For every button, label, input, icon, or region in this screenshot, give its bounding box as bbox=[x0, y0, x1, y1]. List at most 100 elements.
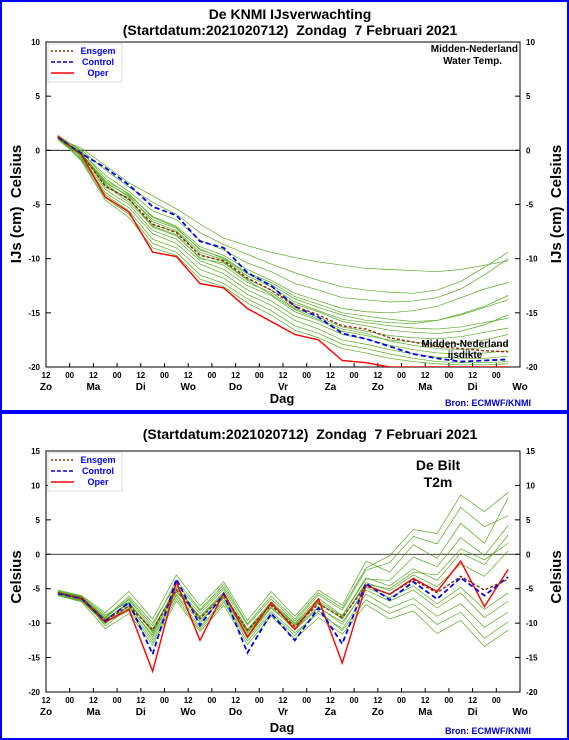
bottom-member-line bbox=[57, 506, 509, 626]
top-ytick-label-right: -10 bbox=[526, 255, 538, 264]
top-member-line bbox=[57, 139, 509, 325]
top-xtick-hour-label: 12 bbox=[42, 371, 51, 380]
bottom-ytick-label-right: -20 bbox=[526, 688, 538, 697]
top-ytick-label-left: -20 bbox=[28, 363, 40, 372]
bottom-control-line bbox=[57, 576, 509, 657]
bottom-ytick-label-right: -5 bbox=[526, 585, 534, 594]
bottom-ytick-label-left: 15 bbox=[31, 447, 40, 456]
top-xtick-day-label: Vr bbox=[278, 382, 288, 393]
top-annotation-line1: Midden-Nederland bbox=[421, 339, 508, 350]
top-xtick-hour-label: 12 bbox=[373, 371, 382, 380]
bottom-xtick-day-label: Ma bbox=[86, 707, 100, 718]
bottom-ytick-label-right: 10 bbox=[526, 481, 535, 490]
bottom-variable-label: T2m bbox=[424, 474, 453, 490]
bottom-xtick-hour-label: 00 bbox=[492, 696, 501, 705]
bottom-chart-title: (Startdatum:2021020712) Zondag 7 Februar… bbox=[143, 426, 478, 442]
top-chart-subtitle: (Startdatum:2021020712) Zondag 7 Februar… bbox=[123, 22, 458, 38]
top-xtick-hour-label: 12 bbox=[468, 371, 477, 380]
top-xtick-hour-label: 12 bbox=[231, 371, 240, 380]
bottom-xtick-hour-label: 12 bbox=[421, 696, 430, 705]
bottom-member-line bbox=[57, 591, 509, 641]
top-location-label: Midden-Nederland bbox=[431, 44, 518, 55]
top-annotation-line2: ijsdikte bbox=[448, 350, 483, 361]
top-xtick-hour-label: 00 bbox=[350, 371, 359, 380]
bottom-xtick-hour-label: 12 bbox=[373, 696, 382, 705]
top-ytick-label-left: -5 bbox=[33, 201, 41, 210]
bottom-legend-label-ensgem: Ensgem bbox=[80, 455, 115, 465]
bottom-ytick-label-left: 10 bbox=[31, 481, 40, 490]
bottom-member-line bbox=[57, 550, 509, 635]
top-ytick-label-left: -15 bbox=[28, 309, 40, 318]
bottom-ytick-label-right: -15 bbox=[526, 654, 538, 663]
bottom-xtick-hour-label: 00 bbox=[350, 696, 359, 705]
bottom-member-line bbox=[57, 595, 509, 648]
bottom-xtick-hour-label: 12 bbox=[89, 696, 98, 705]
bottom-member-line bbox=[57, 492, 509, 627]
bottom-xtick-hour-label: 12 bbox=[136, 696, 145, 705]
top-ytick-label-right: -15 bbox=[526, 309, 538, 318]
top-chart-title: De KNMI IJsverwachting bbox=[209, 6, 372, 22]
top-xtick-day-label: Zo bbox=[372, 382, 384, 393]
top-xtick-day-label: Wo bbox=[512, 382, 527, 393]
top-xtick-day-label: Ma bbox=[86, 382, 100, 393]
bottom-xtick-hour-label: 12 bbox=[42, 696, 51, 705]
bottom-ytick-label-left: -5 bbox=[33, 585, 41, 594]
bottom-ytick-label-left: 0 bbox=[36, 550, 41, 559]
bottom-xtick-hour-label: 12 bbox=[326, 696, 335, 705]
bottom-ensgem-line bbox=[57, 575, 509, 632]
bottom-xtick-hour-label: 00 bbox=[444, 696, 453, 705]
top-xtick-day-label: Di bbox=[468, 382, 478, 393]
bottom-xtick-hour-label: 00 bbox=[65, 696, 74, 705]
top-member-line bbox=[57, 137, 509, 366]
bottom-xtick-day-label: Do bbox=[229, 707, 242, 718]
top-legend-label-control: Control bbox=[82, 57, 114, 67]
bottom-xtick-day-label: Zo bbox=[372, 707, 384, 718]
top-xtick-hour-label: 12 bbox=[326, 371, 335, 380]
top-member-line bbox=[57, 137, 509, 351]
top-xtick-day-label: Di bbox=[136, 382, 146, 393]
bottom-xtick-day-label: Zo bbox=[40, 707, 52, 718]
top-xtick-day-label: Za bbox=[325, 382, 337, 393]
top-ytick-label-left: 0 bbox=[36, 146, 41, 155]
top-xtick-day-label: Zo bbox=[40, 382, 52, 393]
top-member-line bbox=[57, 135, 509, 322]
top-ytick-label-right: 0 bbox=[526, 146, 531, 155]
top-xtick-day-label: Ma bbox=[418, 382, 432, 393]
bottom-xtick-day-label: Vr bbox=[278, 707, 288, 718]
bottom-xtick-day-label: Di bbox=[136, 707, 146, 718]
bottom-xtick-day-label: Di bbox=[468, 707, 478, 718]
bottom-ytick-label-right: 5 bbox=[526, 516, 531, 525]
bottom-xtick-day-label: Wo bbox=[181, 707, 196, 718]
top-xtick-hour-label: 00 bbox=[302, 371, 311, 380]
top-member-line bbox=[57, 134, 509, 355]
top-xtick-hour-label: 12 bbox=[89, 371, 98, 380]
top-xtick-hour-label: 00 bbox=[255, 371, 264, 380]
bottom-ytick-label-right: 0 bbox=[526, 550, 531, 559]
bottom-member-line bbox=[57, 593, 509, 644]
bottom-xtick-hour-label: 12 bbox=[231, 696, 240, 705]
top-ensgem-line bbox=[57, 136, 509, 353]
top-source-label: Bron: ECMWF/KNMI bbox=[445, 398, 531, 408]
top-xtick-hour-label: 00 bbox=[113, 371, 122, 380]
top-ytick-label-left: 5 bbox=[36, 92, 41, 101]
bottom-location-label: De Bilt bbox=[416, 457, 461, 473]
bottom-xtick-hour-label: 00 bbox=[207, 696, 216, 705]
bottom-legend-label-control: Control bbox=[82, 466, 114, 476]
top-xtick-hour-label: 12 bbox=[184, 371, 193, 380]
top-xtick-day-label: Wo bbox=[181, 382, 196, 393]
top-xtick-hour-label: 12 bbox=[136, 371, 145, 380]
bottom-legend-label-oper: Oper bbox=[87, 477, 109, 487]
top-member-line bbox=[57, 137, 509, 303]
top-member-line bbox=[57, 139, 509, 359]
top-panel-frame bbox=[0, 0, 569, 412]
bottom-series-group bbox=[57, 492, 509, 674]
bottom-member-line bbox=[57, 497, 509, 621]
bottom-member-line bbox=[57, 534, 509, 630]
top-control-line bbox=[57, 136, 509, 363]
top-xtick-hour-label: 00 bbox=[444, 371, 453, 380]
bottom-source-label: Bron: ECMWF/KNMI bbox=[445, 726, 531, 736]
top-member-line bbox=[57, 138, 509, 345]
top-ylabel-right: IJs (cm) Celsius bbox=[548, 145, 565, 263]
